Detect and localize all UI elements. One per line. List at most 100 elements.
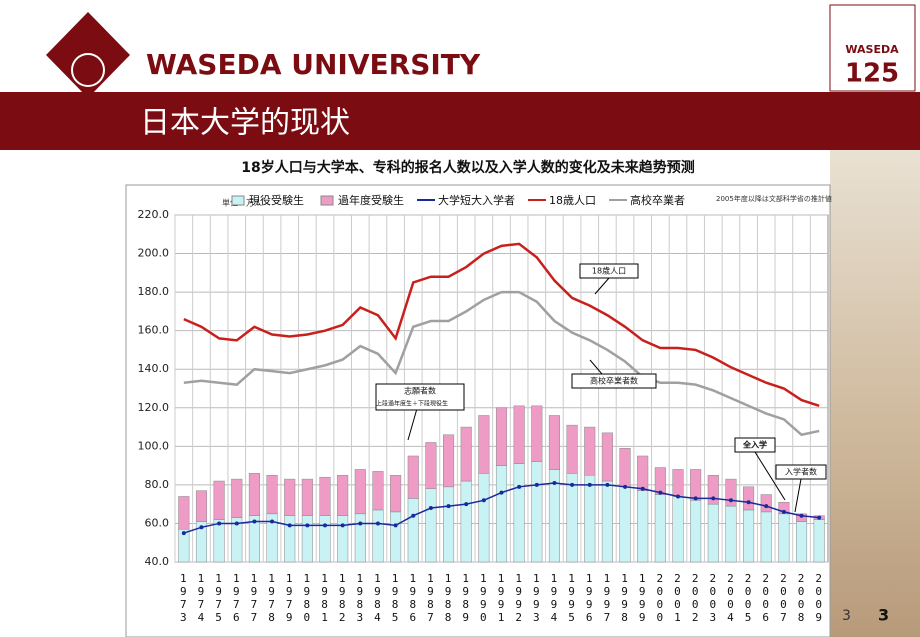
y-tick-label: 180.0 [138,285,170,298]
annotation: 志願者数 [404,386,436,396]
x-tick-label: 1982 [335,572,349,624]
marker [340,523,345,528]
bar [266,475,278,515]
bar [443,434,455,488]
marker [358,521,363,526]
bar [531,405,543,463]
x-tick-label: 2000 [653,572,667,624]
bar [548,415,560,470]
x-tick-label: 1984 [370,572,384,624]
marker [181,531,186,536]
bar [637,455,649,491]
marker [658,490,663,495]
annotation: 上段過年度生＋下段現役生 [376,400,448,408]
bar [690,469,702,501]
x-tick-label: 1979 [282,572,296,624]
bar [178,496,190,530]
bar [319,476,331,516]
x-tick-label: 2009 [812,572,826,624]
x-tick-label: 2001 [670,572,684,624]
bar [495,465,508,563]
marker [746,500,751,505]
annotation: 18歳人口 [592,266,626,276]
y-tick-label: 200.0 [138,247,170,260]
bar [566,424,578,474]
bar [443,486,455,563]
line [183,290,820,437]
logo-box [829,4,916,92]
bar [725,505,737,563]
x-tick-label: 1983 [353,572,367,624]
bar [284,515,296,563]
x-tick-label: 2005 [741,572,755,624]
x-tick-label: 1999 [635,572,649,624]
bar [301,515,313,563]
x-tick-label: 1977 [247,572,261,624]
bar [743,486,755,511]
x-tick-label: 1998 [618,572,632,624]
marker [587,482,592,487]
x-tick-label: 2006 [759,572,773,624]
bar [337,515,349,563]
bar [301,478,313,516]
x-tick-label: 1994 [547,572,561,624]
marker [375,521,380,526]
x-tick-label: 2002 [688,572,702,624]
annotation-box [775,464,827,480]
y-tick-label: 140.0 [138,362,170,375]
bar [795,521,808,563]
legend-label: 高校卒業者 [630,193,685,207]
bar [354,469,366,515]
bar [531,461,543,563]
y-tick-label: 160.0 [138,324,170,337]
bar [425,442,437,489]
source-note: 2005年度以降は文部科学省の推計値 [716,194,832,203]
bar [478,415,490,474]
x-tick-label: 2004 [723,572,737,624]
bar [248,473,260,516]
x-tick-label: 1989 [459,572,473,624]
annotation-box [734,437,776,453]
logo-bottom: 125 [845,59,899,89]
x-tick-label: 1986 [406,572,420,624]
bar [407,498,419,563]
bar [637,490,649,563]
marker [781,509,786,514]
chart-title: 18岁人口与大学本、专科的报名人数以及入学人数的变化及未来趋势预测 [241,159,694,176]
marker [764,504,769,509]
bar [760,511,772,563]
legend-swatch [231,195,245,206]
bar [372,471,384,511]
x-tick-label: 1997 [600,572,614,624]
marker [270,519,275,524]
marker [675,494,680,499]
y-tick-label: 220.0 [138,208,170,221]
bar [601,432,613,482]
marker [728,498,733,503]
x-tick-label: 1975 [212,572,226,624]
logo-top: WASEDA [845,43,899,56]
legend-label: 現役受験生 [249,193,304,207]
bar [284,478,296,516]
annotation-box [579,263,639,279]
x-tick-label: 1981 [318,572,331,624]
bar [725,478,737,507]
x-tick-label: 1980 [300,572,314,624]
bar [619,448,631,488]
marker [464,502,469,507]
bar [195,490,208,522]
bar [213,480,225,520]
x-tick-label: 1974 [194,572,208,624]
x-tick-label: 1978 [265,572,279,624]
bar [707,475,719,505]
logo [46,12,130,98]
bar [672,469,684,497]
marker [305,523,310,528]
x-tick-label: 1991 [494,572,508,624]
title-band [0,92,920,150]
marker [481,498,486,503]
page-number: 3 [878,606,889,625]
callout [594,277,610,295]
legend-swatch [320,195,334,206]
